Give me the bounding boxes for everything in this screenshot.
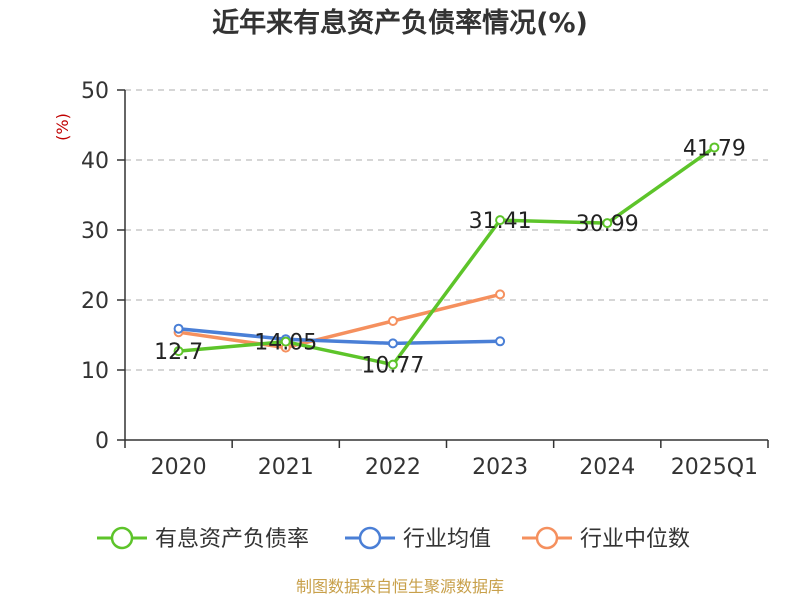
legend-label: 有息资产负债率 [155,527,309,552]
series-line [176,145,717,367]
data-point [495,336,506,347]
y-tick-label: 10 [81,359,109,384]
legend-item[interactable]: 行业中位数 [522,526,690,552]
data-label: 14.05 [254,331,317,356]
data-point [602,218,613,229]
x-tick-label: 2025Q1 [671,455,758,480]
data-point [280,336,291,347]
legend-item[interactable]: 有息资产负债率 [97,526,309,552]
legend-marker [110,526,134,550]
x-tick-label: 2021 [258,455,314,480]
x-tick-label: 2020 [151,455,207,480]
data-point [387,338,398,349]
chart-title: 近年来有息资产负债率情况(%) [212,7,588,39]
series-lines [173,142,720,370]
legend-item[interactable]: 行业均值 [345,526,491,552]
data-point [173,323,184,334]
data-point [387,316,398,326]
series-line [176,292,502,350]
grid-lines [125,89,768,371]
data-point [495,289,506,300]
data-label: 41.79 [683,136,746,161]
legend-label: 行业中位数 [580,527,690,552]
data-point [387,359,398,370]
data-point [495,215,506,226]
legend-label: 行业均值 [403,527,491,552]
x-tick-label: 2022 [365,455,421,480]
y-tick-label: 40 [81,149,109,174]
x-tick-label: 2023 [472,455,528,480]
y-tick-label: 50 [81,79,109,104]
legend-marker [358,526,382,550]
data-labels: 12.7 14.05 10.77 31.41 30.99 41.79 [154,136,746,378]
data-label: 10.77 [361,354,424,379]
axes: 0 10 20 30 40 50 2020 2021 2022 2023 2024 2025Q1 [81,79,769,480]
legend-marker [535,526,559,550]
legend: 有息资产负债率 行业均值 行业中位数 [97,526,690,552]
source-note: 制图数据来自恒生聚源数据库 [296,577,504,596]
data-label: 31.41 [469,209,532,234]
data-point [173,346,184,357]
data-point [709,142,720,153]
data-label: 30.99 [576,212,639,237]
series-line [176,326,502,346]
y-axis-label: (%) [53,113,72,141]
x-tick-label: 2024 [579,455,635,480]
data-label: 12.7 [154,340,203,365]
y-tick-label: 30 [81,219,109,244]
y-tick-label: 0 [95,429,109,454]
y-tick-label: 20 [81,289,109,314]
